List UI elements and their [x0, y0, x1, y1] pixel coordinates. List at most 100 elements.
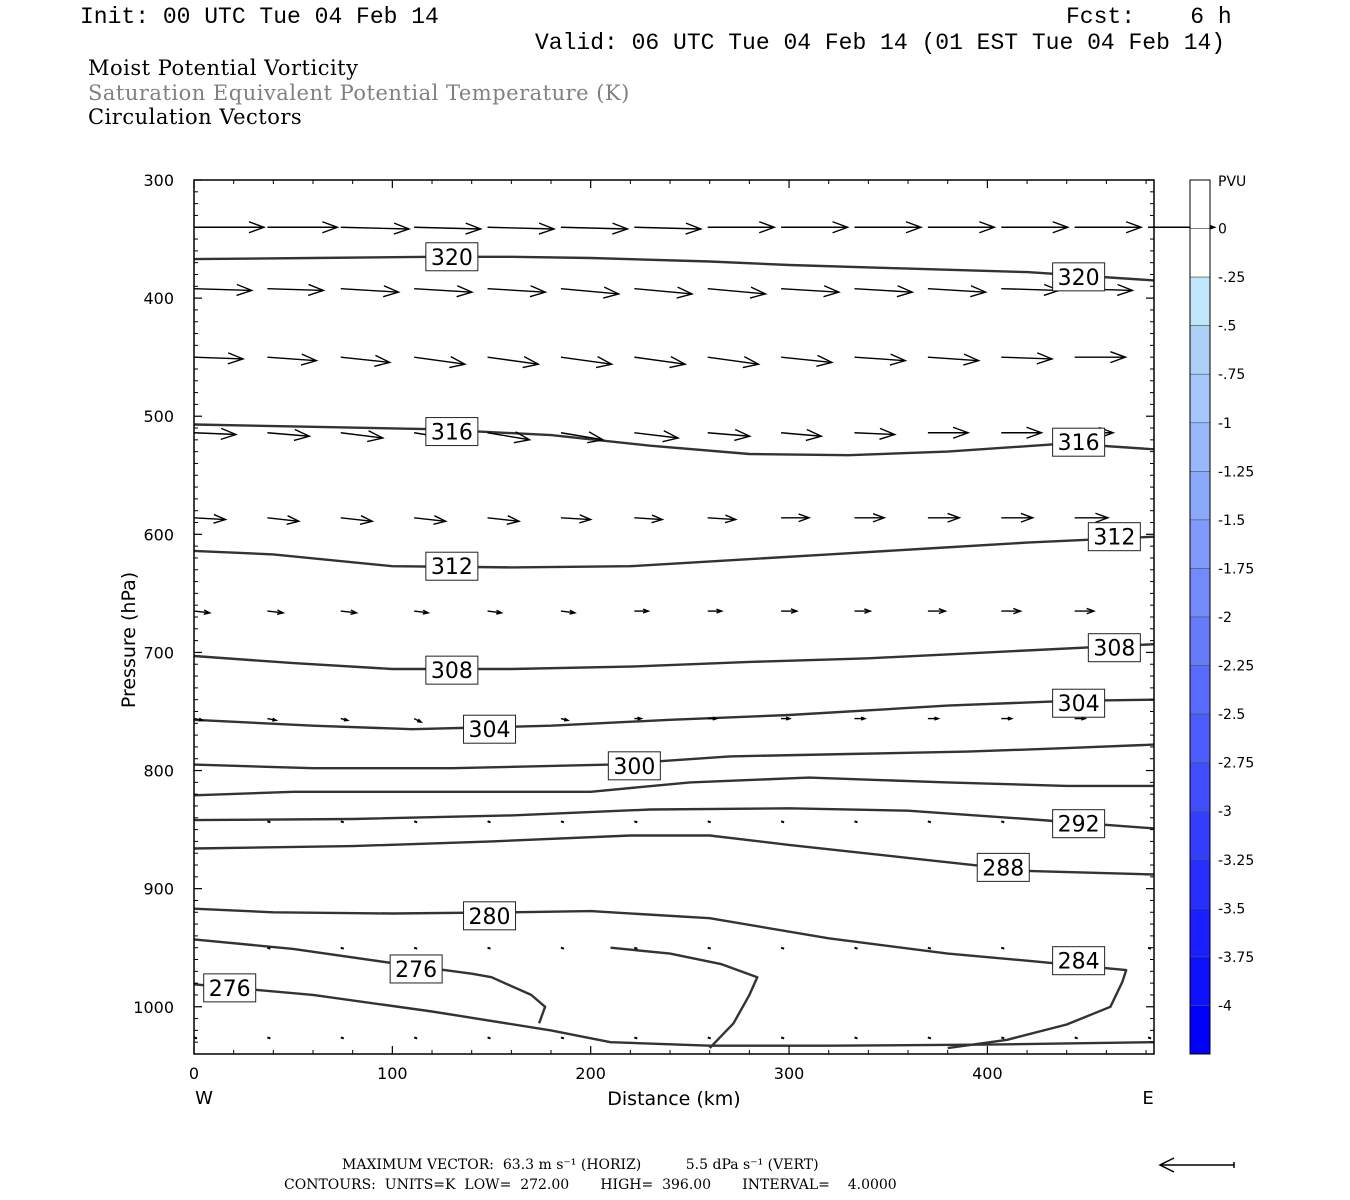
circulation-vector [634, 430, 681, 443]
contour-308 [193, 643, 1155, 671]
circulation-vector [781, 285, 841, 298]
circulation-vector [340, 609, 359, 616]
circulation-vector-short [927, 1036, 932, 1040]
colorbar-segment [1189, 616, 1211, 666]
circulation-vector [414, 222, 483, 235]
contour-label-box [976, 852, 1030, 882]
contour-label-320: 320 [431, 246, 473, 271]
circulation-vector [927, 285, 988, 298]
circulation-vector [267, 353, 319, 366]
circulation-vector-short [267, 946, 271, 950]
circulation-vector-short [927, 946, 932, 950]
colorbar-label: -.75 [1218, 367, 1245, 383]
circulation-vector [560, 222, 630, 235]
contour-label-box [607, 751, 661, 781]
forecast-hour: Fcst: 6 h [1066, 4, 1232, 30]
circulation-vector [414, 285, 474, 298]
valid-time: Valid: 06 UTC Tue 04 Feb 14 (01 EST Tue … [535, 30, 1226, 56]
colorbar-frame [1189, 179, 1211, 1055]
circulation-vector [560, 717, 570, 722]
circulation-vector [267, 609, 286, 616]
y-tick-label: 1000 [133, 998, 174, 1017]
colorbar-segment [1189, 1005, 1211, 1055]
circulation-vector-short [634, 946, 638, 950]
circulation-vector [707, 286, 768, 299]
circulation-vector [414, 356, 467, 369]
circulation-vector [634, 514, 665, 524]
contour-label-284: 284 [1058, 950, 1100, 975]
circulation-vector-short [1147, 1036, 1152, 1040]
circulation-vector [781, 608, 799, 614]
colorbar-segment [1189, 228, 1211, 278]
colorbar-segment [1189, 762, 1211, 812]
circulation-vector [560, 286, 621, 299]
circulation-vector [634, 356, 688, 369]
circulation-vector-short [780, 820, 785, 824]
circulation-vector [707, 514, 738, 524]
circulation-vector [560, 514, 593, 524]
colorbar-label: -3.75 [1218, 950, 1254, 966]
colorbar-unit: PVU [1218, 174, 1246, 190]
circulation-vector [781, 428, 824, 442]
circulation-vector [1074, 607, 1096, 615]
colorbar-label: -.25 [1218, 270, 1245, 286]
contour-284 [193, 907, 1128, 1050]
circulation-vector-short [413, 820, 418, 824]
circulation-vector [487, 285, 548, 298]
circulation-vector [487, 222, 557, 235]
colorbar-segment [1189, 956, 1211, 1006]
colorbar-segment [1189, 665, 1211, 715]
contour-label-box [1052, 427, 1106, 457]
circulation-vector [193, 427, 239, 441]
circulation-vector [634, 608, 651, 614]
contour-label-box [1087, 522, 1141, 552]
contour-label-box [425, 242, 479, 272]
circulation-vector [1001, 607, 1023, 615]
circulation-vector [854, 608, 873, 614]
circulation-vector [560, 609, 577, 615]
circulation-vector [854, 353, 908, 366]
contour-304 [193, 698, 1155, 731]
circulation-vector [634, 222, 703, 235]
circulation-vector-short [1000, 946, 1005, 950]
circulation-vector [781, 354, 834, 368]
x-tick-label: 300 [774, 1064, 805, 1083]
contour-label-280: 280 [469, 905, 511, 930]
circulation-vector [414, 515, 448, 525]
circulation-vector-short [487, 1036, 491, 1040]
circulation-vector-short [780, 1036, 785, 1040]
contour-info-note: CONTOURS: UNITS=K LOW= 272.00 HIGH= 396.… [284, 1177, 897, 1193]
y-tick-label: 900 [143, 880, 174, 899]
x-axis-east-label: E [1142, 1088, 1153, 1109]
circulation-vector-short [267, 820, 271, 824]
colorbar-label: -1.25 [1218, 464, 1254, 480]
contour-label-box [1087, 633, 1141, 663]
circulation-vector [487, 431, 532, 444]
contour-296 [193, 776, 1154, 797]
circulation-vector [854, 221, 924, 234]
circulation-vector-short [413, 1036, 418, 1040]
circulation-vector-short [854, 1036, 858, 1040]
x-tick-label: 400 [972, 1064, 1003, 1083]
circulation-vector [193, 609, 212, 616]
circulation-vector [560, 431, 605, 444]
circulation-vector-short [267, 1036, 271, 1040]
circulation-vector [487, 356, 541, 369]
circulation-vector-short [340, 820, 345, 824]
colorbar-label: -2 [1218, 610, 1232, 626]
colorbar-segment [1189, 568, 1211, 618]
circulation-vector [267, 515, 301, 525]
contour-label-box [1052, 688, 1106, 718]
y-tick-label: 700 [143, 643, 174, 662]
circulation-vector [927, 426, 971, 439]
colorbar-label: -2.75 [1218, 756, 1254, 772]
colorbar-label: -4 [1218, 998, 1232, 1014]
colorbar-label: -1.5 [1218, 513, 1245, 529]
circulation-vector [1001, 352, 1055, 365]
x-tick-label: 0 [189, 1064, 199, 1083]
circulation-vector [854, 285, 915, 298]
circulation-vector [781, 513, 812, 523]
circulation-vector [781, 221, 850, 234]
colorbar-label: -2.5 [1218, 707, 1245, 723]
